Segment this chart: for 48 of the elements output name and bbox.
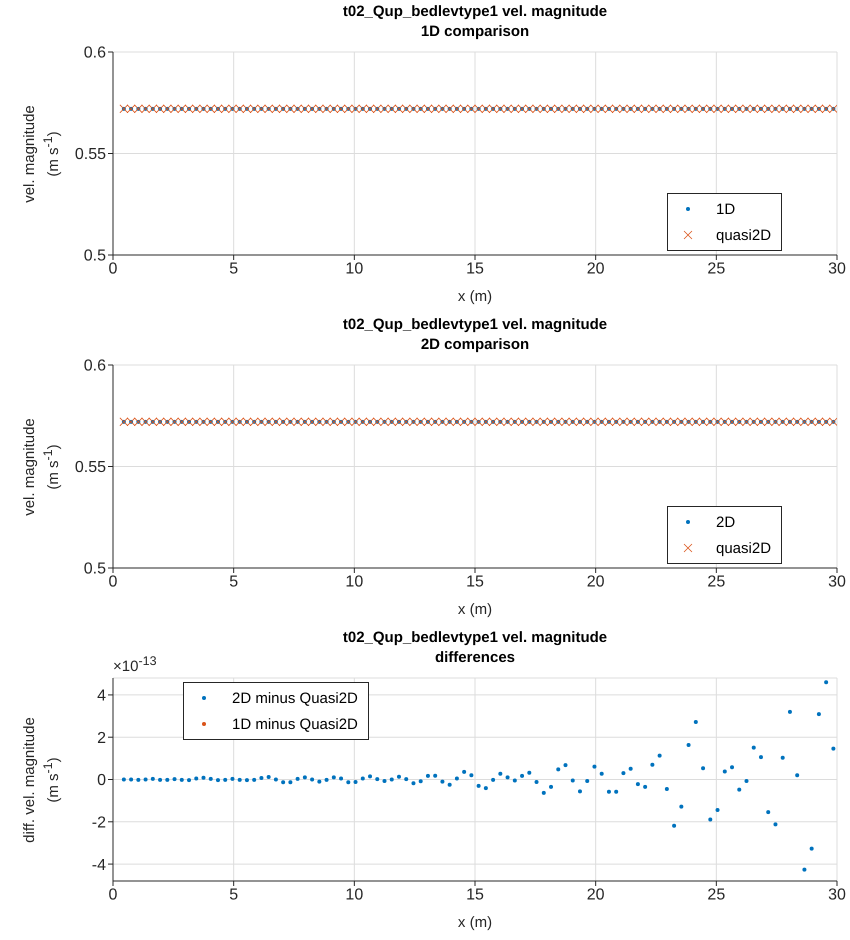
x-tick-label: 15 — [466, 573, 484, 590]
x-tick-label: 0 — [108, 260, 118, 278]
y-tick-label: -2 — [92, 814, 106, 832]
x-tick-label: 10 — [345, 573, 364, 590]
y-tick-label: 4 — [97, 688, 106, 705]
x-tick-label: 10 — [345, 260, 364, 278]
x-tick-label: 25 — [707, 573, 726, 590]
x-tick-label: 25 — [707, 260, 726, 278]
legend-label: 1D minus Quasi2D — [232, 716, 358, 732]
x-tick-label: 15 — [466, 260, 484, 278]
x-tick-label: 20 — [586, 573, 605, 590]
text: ×10$^{-13}$ — [113, 654, 157, 675]
y-tick-label: 0.5 — [84, 248, 106, 265]
legend-label: 1D — [716, 200, 736, 218]
y-tick-label: 0.55 — [74, 459, 106, 476]
y-tick-label: 2 — [97, 730, 106, 747]
y-tick-label: 0 — [97, 772, 106, 790]
chart-subtitle: 1D comparison — [420, 22, 530, 42]
x-tick-label: 30 — [828, 573, 846, 590]
x-tick-label: 25 — [707, 886, 726, 904]
y-tick-label: 0.5 — [84, 560, 106, 578]
x-tick-label: 20 — [586, 260, 605, 278]
x-tick-label: 0 — [108, 886, 118, 904]
x-tick-label: 10 — [345, 886, 364, 904]
x-axis-title: x (m) — [458, 601, 492, 618]
x-axis-title: x (m) — [458, 288, 492, 305]
y-tick-label: 0.6 — [84, 44, 106, 62]
x-tick-label: 20 — [586, 886, 605, 904]
chart-subtitle: 2D comparison — [420, 335, 530, 355]
x-tick-label: 5 — [229, 886, 238, 904]
x-tick-label: 30 — [828, 886, 846, 904]
y-tick-label: 0.6 — [84, 358, 106, 375]
chart-subtitle: differences — [434, 649, 516, 666]
legend-label: quasi2D — [716, 226, 772, 244]
x-tick-label: 5 — [229, 260, 238, 278]
legend-label: quasi2D — [716, 540, 772, 556]
x-tick-label: 5 — [229, 573, 238, 590]
y-tick-label: 0.55 — [74, 146, 106, 164]
chart-title: t02_Qup_bedlevtype1 vel. magnitude — [342, 628, 608, 648]
y-tick-label: -4 — [92, 856, 106, 874]
x-tick-label: 0 — [108, 573, 118, 590]
legend-label: 2D minus Quasi2D — [232, 690, 358, 706]
x-tick-label: 30 — [828, 260, 846, 278]
legend-label: 2D — [716, 514, 736, 530]
x-tick-label: 15 — [466, 886, 484, 904]
x-axis-title: x (m) — [458, 914, 492, 931]
chart-title: t02_Qup_bedlevtype1 vel. magnitude — [342, 2, 608, 22]
chart-title: t02_Qup_bedlevtype1 vel. magnitude — [342, 315, 608, 335]
